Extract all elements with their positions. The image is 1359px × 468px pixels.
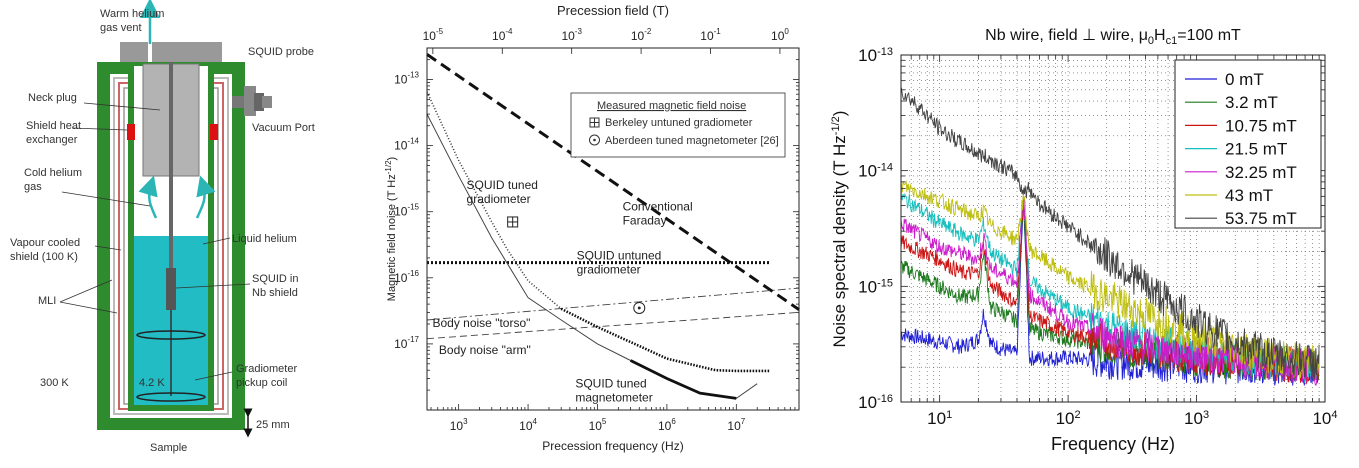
label-300k: 300 K [40, 377, 69, 389]
y-tick-label: 10-16 [858, 393, 893, 412]
annotation-4: Body noise "arm" [439, 343, 531, 357]
spectral-density-svg: 101 102 103 104 10-16 10-15 10-14 10-13 0 mT 3.2… [830, 27, 1338, 454]
label-neck-plug: Neck plug [28, 92, 77, 104]
probe-rod [169, 62, 173, 268]
y-axis-label: Noise spectral density (T Hz-1/2) [830, 111, 849, 348]
legend-entry: 53.75 mT [1225, 209, 1297, 228]
top-tick-label: 10-4 [492, 27, 513, 43]
top-tick-label: 100 [771, 27, 789, 43]
y-tick-label: 10-14 [394, 137, 419, 153]
legend-title: Measured magnetic field noise [597, 100, 746, 112]
precession-noise-svg: 103 104 105 106 107 10-17 10-16 10-15 10-14 10-13… [384, 3, 800, 453]
label-vapour-2: shield (100 K) [10, 251, 78, 263]
x-tick-label: 107 [727, 417, 745, 433]
legend-entry-aberdeen: Aberdeen tuned magnetometer [26] [605, 135, 779, 147]
legend-entry: 0 mT [1225, 70, 1264, 89]
y-tick-label: 10-14 [858, 162, 893, 181]
x-tick-label: 103 [450, 417, 468, 433]
label-scale: 25 mm [256, 419, 290, 431]
x-tick-label: 104 [519, 417, 537, 433]
legend: 0 mT 3.2 mT 10.75 mT 21.5 mT 32.25 mT 43 mT 53… [1174, 59, 1322, 229]
legend-entry: 10.75 mT [1225, 116, 1297, 135]
label-cold-gas-1: Cold helium [24, 167, 82, 179]
label-vapour-1: Vapour cooled [10, 237, 80, 249]
y-tick-label: 10-16 [394, 269, 419, 285]
series-line-4 [900, 196, 1320, 386]
precession-noise-chart: 103 104 105 106 107 10-17 10-16 10-15 10-14 10-13… [335, 0, 810, 463]
label-vacuum-port: Vacuum Port [252, 122, 315, 134]
annotation-2: SQUID untuned gradiometer [577, 248, 662, 276]
y-axis-label: Magnetic field noise (T Hz-1/2) [384, 157, 398, 301]
label-gradiometer-2: pickup coil [236, 377, 287, 389]
label-vent-1: Warm helium [100, 8, 164, 20]
label-mli: MLI [38, 295, 56, 307]
label-shield-hx-2: exchanger [26, 134, 78, 146]
y-tick-label: 10-13 [858, 46, 893, 65]
annotation-5: SQUID tuned magnetometer [575, 376, 652, 404]
label-cold-gas-2: gas [24, 181, 42, 193]
point-berkeley [507, 216, 519, 228]
label-vent-2: gas vent [100, 22, 142, 34]
squid-nb-shield [166, 268, 176, 310]
x-tick-label: 103 [1184, 409, 1209, 428]
pickup-coil-bottom [136, 392, 206, 402]
x-tick-label: 101 [927, 409, 952, 428]
probe-cap [120, 42, 222, 62]
top-tick-label: 10-5 [423, 27, 444, 43]
top-tick-label: 10-1 [700, 27, 721, 43]
top-tick-label: 10-2 [631, 27, 652, 43]
legend-entry: 43 mT [1225, 186, 1273, 205]
legend-marker-boxplus [589, 117, 600, 128]
label-sample: Sample [150, 442, 187, 454]
y-tick-label: 10-17 [394, 335, 419, 351]
legend-entry: 3.2 mT [1225, 93, 1278, 112]
series-line-0 [426, 53, 800, 311]
x-tick-label: 104 [1312, 409, 1337, 428]
x-axis-label: Frequency (Hz) [1051, 434, 1175, 454]
legend-entry: 21.5 mT [1225, 140, 1287, 159]
cold-gas-arrow-left [138, 175, 158, 219]
label-squid-1: SQUID in [252, 273, 298, 285]
legend: Measured magnetic field noise Berkeley u… [570, 92, 786, 158]
chart-title: Nb wire, field ⊥ wire, μ0Hc1=100 mT [985, 27, 1241, 47]
point-aberdeen [633, 301, 646, 314]
pickup-coil-top [136, 330, 206, 340]
series-line-6 [900, 86, 1320, 379]
y-tick-label: 10-15 [394, 203, 419, 219]
annotation-0: SQUID tuned gradiometer [467, 178, 538, 206]
label-shield-hx-1: Shield heat [26, 120, 81, 132]
y-tick-label: 10-13 [394, 71, 419, 87]
top-axis-label: Precession field (T) [557, 3, 669, 18]
series-line-bold-segment [629, 359, 737, 400]
label-42k: 4.2 K [139, 377, 165, 389]
cold-gas-arrow-right [195, 175, 216, 219]
x-tick-label: 106 [658, 417, 676, 433]
series-line-3 [426, 311, 800, 340]
spectral-density-chart: 101 102 103 104 10-16 10-15 10-14 10-13 0 mT 3.2… [815, 0, 1359, 463]
label-liquid-he: Liquid helium [232, 233, 297, 245]
x-axis-label: Precession frequency (Hz) [542, 439, 683, 453]
annotation-1: Conventional Faraday [623, 199, 693, 227]
plot-frame [900, 54, 1326, 403]
label-squid-2: Nb shield [252, 287, 298, 299]
heat-exchanger-left [127, 124, 135, 140]
annotation-3: Body noise "torso" [432, 316, 530, 330]
legend-entry: 32.25 mT [1225, 163, 1297, 182]
series-line-2 [426, 287, 800, 321]
label-probe: SQUID probe [248, 46, 314, 58]
legend-entry-berkeley: Berkeley untuned gradiometer [605, 117, 753, 129]
series-line-5 [900, 179, 1320, 379]
legend-marker-circledot [589, 134, 600, 146]
label-gradiometer-1: Gradiometer [236, 363, 297, 375]
cryostat-diagram: Warm helium gas vent SQUID probe Neck pl… [0, 0, 335, 463]
y-tick-label: 10-15 [858, 277, 893, 296]
cryostat-svg: Warm helium gas vent SQUID probe Neck pl… [10, 0, 315, 454]
x-tick-label: 105 [589, 417, 607, 433]
heat-exchanger-right [210, 124, 218, 140]
series-line-dotted-segment [560, 307, 770, 373]
x-tick-label: 102 [1056, 409, 1081, 428]
top-tick-label: 10-3 [561, 27, 582, 43]
plot-frame [426, 47, 800, 411]
